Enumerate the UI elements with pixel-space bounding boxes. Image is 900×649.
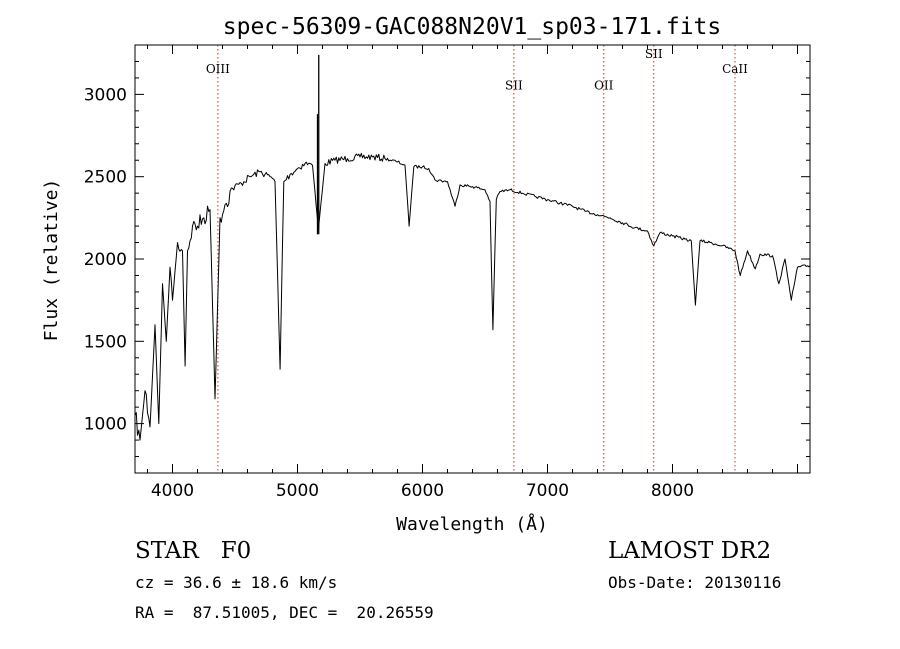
observation-date-label: Obs-Date: 20130116	[608, 573, 782, 592]
spectrum-line-0	[134, 152, 811, 441]
x-axis-label: Wavelength (Å)	[396, 513, 548, 535]
y-tick-label-2500: 2500	[84, 168, 127, 188]
y-tick-label-1000: 1000	[84, 415, 127, 435]
survey-label: LAMOST DR2	[608, 538, 772, 564]
plot-axes: 4000 5000 6000 7000 8000 1000 1500 2000 2500 3000	[84, 44, 811, 501]
marker-label-0: OIII	[206, 62, 230, 76]
marker-label-4: CaII	[722, 62, 748, 76]
marker-label-3: SII	[645, 47, 663, 61]
x-tick-label-6000: 6000	[401, 481, 444, 501]
coordinates-label: RA = 87.51005, DEC = 20.26559	[135, 603, 434, 622]
y-tick-label-2000: 2000	[84, 250, 127, 270]
x-tick-label-5000: 5000	[276, 481, 319, 501]
marker-label-2: OII	[594, 78, 614, 92]
spectrum-series	[134, 54, 811, 441]
x-tick-label-4000: 4000	[151, 481, 194, 501]
emission-line-markers: OIII SII OII SII CaII	[206, 45, 748, 473]
object-class-label: STAR F0	[135, 538, 252, 564]
chart-title: spec-56309-GAC088N20V1_sp03-171.fits	[223, 14, 722, 40]
x-tick-label-7000: 7000	[526, 481, 569, 501]
y-tick-label-3000: 3000	[84, 85, 127, 105]
y-tick-label-1500: 1500	[84, 332, 127, 352]
redshift-velocity-label: cz = 36.6 ± 18.6 km/s	[135, 573, 338, 592]
plot-frame	[134, 44, 811, 474]
marker-label-1: SII	[505, 78, 523, 92]
y-axis-label: Flux (relative)	[41, 179, 62, 342]
x-tick-label-8000: 8000	[651, 481, 694, 501]
